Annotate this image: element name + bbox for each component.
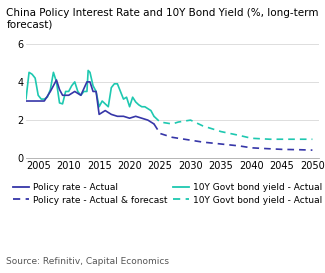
- Text: Source: Refinitiv, Capital Economics: Source: Refinitiv, Capital Economics: [6, 257, 170, 266]
- Legend: Policy rate - Actual, Policy rate - Actual & forecast, 10Y Govt bond yield - Act: Policy rate - Actual, Policy rate - Actu…: [13, 183, 325, 205]
- Text: China Policy Interest Rate and 10Y Bond Yield (%, long-term
forecast): China Policy Interest Rate and 10Y Bond …: [6, 8, 319, 30]
